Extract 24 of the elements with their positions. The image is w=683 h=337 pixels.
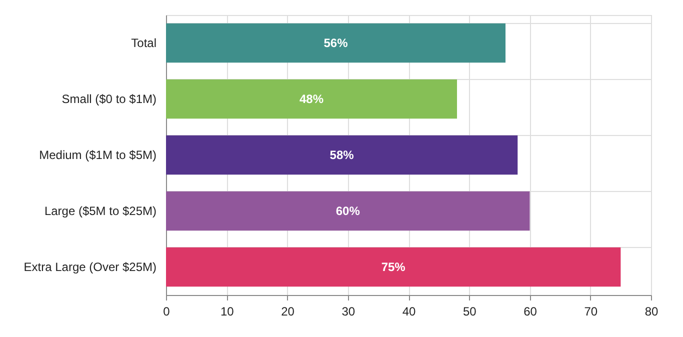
x-tick-label: 60 xyxy=(524,304,538,318)
x-tick-label: 80 xyxy=(644,304,658,318)
x-tick-label: 0 xyxy=(163,304,170,318)
y-tick-label: Small ($0 to $1M) xyxy=(62,92,156,106)
x-tick-label: 70 xyxy=(584,304,598,318)
data-label: 60% xyxy=(336,204,360,218)
bar xyxy=(166,135,518,175)
x-tick-label: 40 xyxy=(402,304,416,318)
data-label: 58% xyxy=(330,148,354,162)
bar xyxy=(166,23,506,63)
y-tick-label: Large ($5M to $25M) xyxy=(44,204,156,218)
bar xyxy=(166,247,621,287)
bar xyxy=(166,79,457,119)
y-tick-label: Total xyxy=(131,36,156,50)
x-tick-label: 20 xyxy=(281,304,295,318)
data-label: 75% xyxy=(381,260,406,274)
x-tick-label: 50 xyxy=(462,304,477,318)
bar xyxy=(166,191,530,231)
y-tick-label: Extra Large (Over $25M) xyxy=(24,260,156,274)
data-label: 48% xyxy=(299,92,324,106)
x-tick-label: 10 xyxy=(220,304,234,318)
y-tick-label: Medium ($1M to $5M) xyxy=(39,148,156,162)
x-tick-label: 30 xyxy=(342,304,356,318)
data-label: 56% xyxy=(324,36,348,50)
